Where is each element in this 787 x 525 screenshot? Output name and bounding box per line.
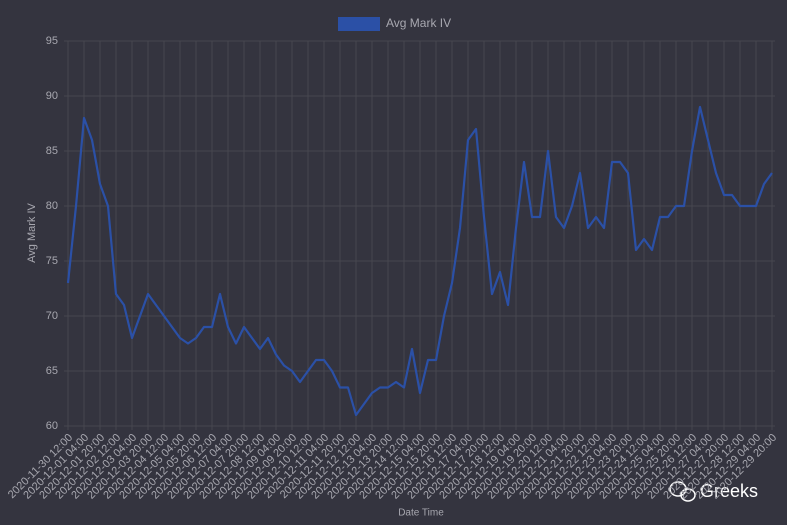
legend-label[interactable]: Avg Mark IV bbox=[386, 16, 451, 30]
y-tick-label: 75 bbox=[46, 255, 58, 267]
y-tick-label: 85 bbox=[46, 145, 58, 157]
y-axis-label: Avg Mark IV bbox=[26, 202, 38, 262]
data-line bbox=[66, 105, 773, 417]
y-tick-label: 90 bbox=[46, 90, 58, 102]
y-tick-label: 70 bbox=[46, 310, 58, 322]
y-tick-label: 60 bbox=[46, 420, 58, 432]
y-tick-label: 80 bbox=[46, 200, 58, 212]
watermark: Greeks bbox=[700, 481, 758, 501]
y-tick-label: 95 bbox=[46, 35, 58, 47]
legend-swatch[interactable] bbox=[338, 17, 380, 31]
x-axis-label: Date Time bbox=[398, 508, 444, 519]
watermark-icon bbox=[669, 481, 696, 502]
y-tick-label: 65 bbox=[46, 365, 58, 377]
